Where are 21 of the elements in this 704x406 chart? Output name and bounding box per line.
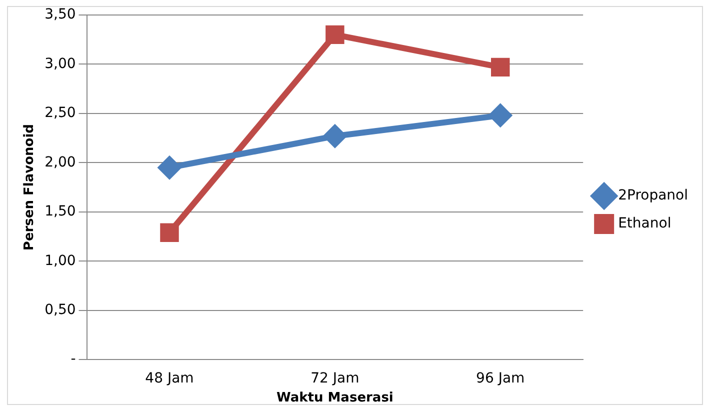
point — [326, 25, 344, 44]
y-tick-label: 1,00 — [44, 252, 76, 269]
y-tick-label: 2,00 — [44, 154, 76, 170]
x-tick-label: 96 Jam — [476, 370, 525, 387]
point — [160, 223, 179, 242]
point — [158, 156, 180, 179]
x-tick-label: 48 Jam — [145, 370, 194, 387]
x-tick-label: 72 Jam — [310, 370, 360, 387]
point — [491, 58, 510, 77]
legend-label: Ethanol — [618, 216, 672, 232]
y-tick-label: 1,50 — [44, 204, 76, 220]
y-tick-label: 3,50 — [44, 6, 76, 23]
y-tick-label: 3,00 — [44, 56, 76, 72]
y-tick-label: - — [70, 351, 76, 368]
x-axis-title: Waktu Maserasi — [276, 390, 394, 406]
y-tick-label: 2,50 — [44, 105, 76, 122]
legend-label: 2Propanol — [618, 188, 688, 204]
y-tick-label: 0,50 — [44, 302, 76, 318]
y-axis-title: Persen Flavonoid — [22, 124, 38, 251]
point — [489, 104, 512, 126]
point — [324, 125, 346, 148]
